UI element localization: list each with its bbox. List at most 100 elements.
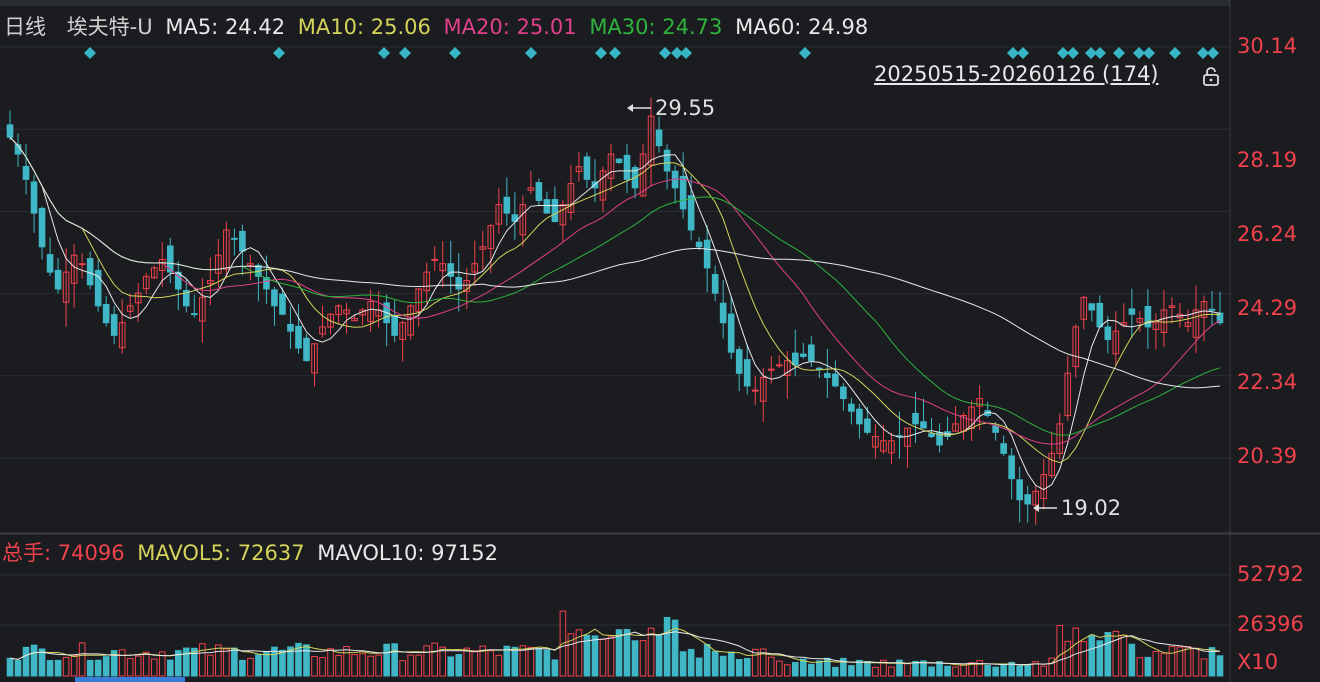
- candle-body: [199, 296, 206, 322]
- candle-body: [86, 258, 94, 286]
- volume-bar: [623, 628, 631, 677]
- volume-bar: [679, 651, 687, 677]
- signal-marker: [1017, 47, 1029, 59]
- candle-body: [727, 313, 735, 353]
- candle-body: [992, 425, 999, 433]
- ma30-value: 24.73: [662, 15, 723, 39]
- candle-body: [487, 225, 495, 250]
- volume-bar: [359, 653, 366, 677]
- candle-body: [1032, 490, 1039, 506]
- candle-body: [832, 373, 839, 387]
- volume-header: 总手: 74096 MAVOL5: 72637 MAVOL10: 97152: [2, 540, 498, 566]
- volume-bar: [695, 657, 703, 677]
- candle-body: [1040, 473, 1048, 500]
- candle-body: [1096, 302, 1104, 328]
- candle-body: [511, 214, 519, 223]
- volume-bar: [1072, 627, 1080, 677]
- candle-body: [567, 183, 575, 214]
- candle-body: [22, 166, 30, 180]
- volume-bar: [182, 647, 190, 677]
- lock-icon[interactable]: [1201, 66, 1221, 86]
- candle-body: [535, 182, 543, 201]
- candle-body: [455, 277, 463, 290]
- candle-body: [471, 263, 479, 273]
- volume-bar: [1208, 647, 1216, 677]
- candle-body: [751, 389, 759, 392]
- volume-bar: [711, 650, 719, 677]
- volume-bar: [391, 643, 398, 677]
- volume-bar: [511, 646, 519, 677]
- volume-bar: [1200, 658, 1208, 677]
- candle-body: [223, 229, 230, 270]
- volume-bar: [743, 657, 751, 677]
- volume-bar: [351, 654, 358, 677]
- candle-body: [639, 153, 647, 197]
- candle-body: [102, 303, 110, 324]
- volume-bar: [407, 654, 414, 677]
- volume-bar: [880, 659, 887, 677]
- volume-bar: [519, 645, 527, 677]
- candle-body: [439, 263, 447, 272]
- signal-marker: [525, 47, 537, 59]
- volume-bar: [62, 656, 70, 677]
- candle-body: [1208, 308, 1216, 311]
- candle-body: [575, 166, 583, 173]
- volume-bar: [150, 658, 158, 677]
- volume-bar: [703, 643, 711, 677]
- candle-body: [1152, 322, 1160, 330]
- candle-body: [920, 421, 927, 429]
- volume-bar: [287, 646, 294, 677]
- candle-body: [1112, 330, 1120, 355]
- mavol5-value: 72637: [237, 541, 305, 565]
- date-range-label[interactable]: 20250515-20260126 (174): [874, 62, 1159, 86]
- volume-bar: [431, 642, 439, 677]
- candle-body: [519, 204, 527, 236]
- top-tab-strip[interactable]: [0, 0, 1230, 6]
- high-arrow-head: [627, 104, 633, 112]
- candle-body: [118, 322, 126, 349]
- signal-marker: [1007, 47, 1019, 59]
- candle-body: [607, 153, 615, 179]
- scroll-thumb[interactable]: [75, 677, 185, 682]
- volume-bar: [126, 658, 134, 677]
- candle-body: [407, 305, 414, 336]
- candle-body: [1024, 494, 1031, 505]
- candle-body: [679, 175, 687, 210]
- candle-body: [864, 418, 871, 433]
- period-label[interactable]: 日线: [4, 15, 46, 39]
- candle-body: [976, 398, 983, 407]
- volume-bar: [800, 658, 807, 677]
- volume-bar: [527, 646, 535, 677]
- ma60-label: MA60:: [735, 15, 802, 39]
- candle-body: [808, 344, 815, 362]
- signal-marker: [273, 47, 285, 59]
- candle-body: [1128, 308, 1136, 315]
- volume-bar: [984, 664, 991, 677]
- candle-body: [78, 263, 86, 266]
- volume-bar: [936, 661, 943, 677]
- mavol10-value: 97152: [431, 541, 498, 565]
- candle-body: [110, 314, 118, 336]
- candle-body: [800, 353, 807, 357]
- volume-bar: [1088, 634, 1096, 677]
- volume-bar: [832, 666, 839, 677]
- ma60-line: [9, 136, 1221, 389]
- volume-bar: [647, 627, 655, 677]
- volume-bar: [311, 656, 318, 677]
- candle-body: [431, 258, 439, 261]
- volume-bar: [174, 650, 182, 677]
- ma5-value: 24.42: [224, 15, 286, 39]
- volume-bars: [6, 610, 1224, 677]
- price-axis-label: 26.24: [1237, 222, 1298, 246]
- volume-axis-label: 52792: [1237, 562, 1304, 586]
- candle-body: [182, 289, 190, 307]
- volume-bar: [944, 665, 951, 677]
- volume-bar: [599, 638, 607, 677]
- ma30-label: MA30:: [589, 15, 656, 39]
- volume-axis-label: 26396: [1237, 612, 1304, 636]
- volume-bar: [166, 659, 174, 677]
- volume-bar: [1128, 643, 1136, 677]
- volume-bar: [415, 654, 422, 677]
